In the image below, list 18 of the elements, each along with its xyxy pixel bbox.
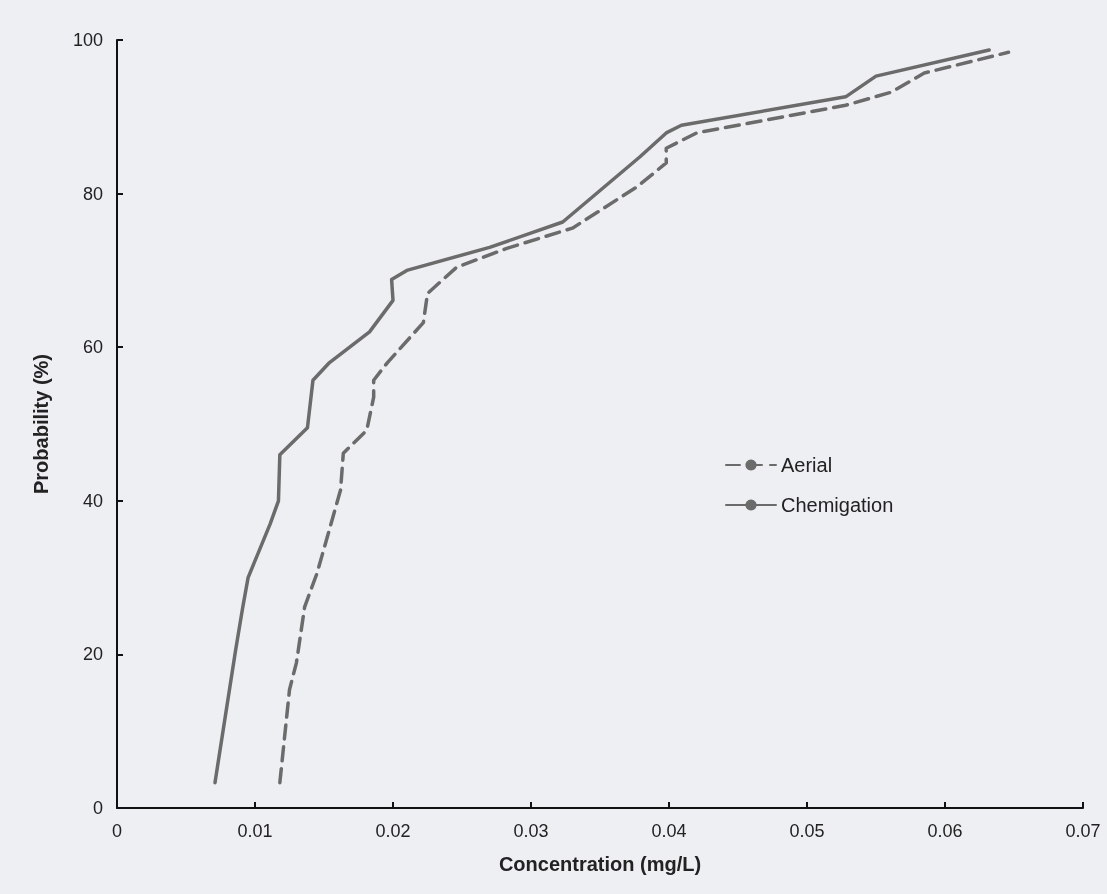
x-axis-title: Concentration (mg/L)	[498, 853, 702, 875]
legend-label: Chemigation	[781, 494, 894, 516]
x-tick-label: 0.05	[789, 821, 825, 841]
y-axis-title: Probability (%)	[30, 353, 52, 495]
x-tick-label: 0.07	[1065, 821, 1101, 841]
x-tick-label: 0.02	[375, 821, 411, 841]
y-tick-label: 60	[82, 337, 103, 358]
y-tick-label: 40	[82, 490, 103, 511]
x-tick-label: 0.01	[237, 821, 273, 841]
y-tick-label: 20	[82, 644, 103, 665]
x-tick-label: 0.04	[651, 821, 687, 841]
y-tick-label: 0	[92, 798, 103, 818]
legend-label: Aerial	[781, 454, 833, 476]
x-tick-label: 0.03	[513, 821, 549, 841]
x-tick-label: 0.06	[927, 821, 963, 841]
y-tick-label: 100	[72, 30, 103, 50]
y-tick-label: 80	[82, 183, 103, 204]
x-tick-label: 0	[111, 821, 123, 841]
